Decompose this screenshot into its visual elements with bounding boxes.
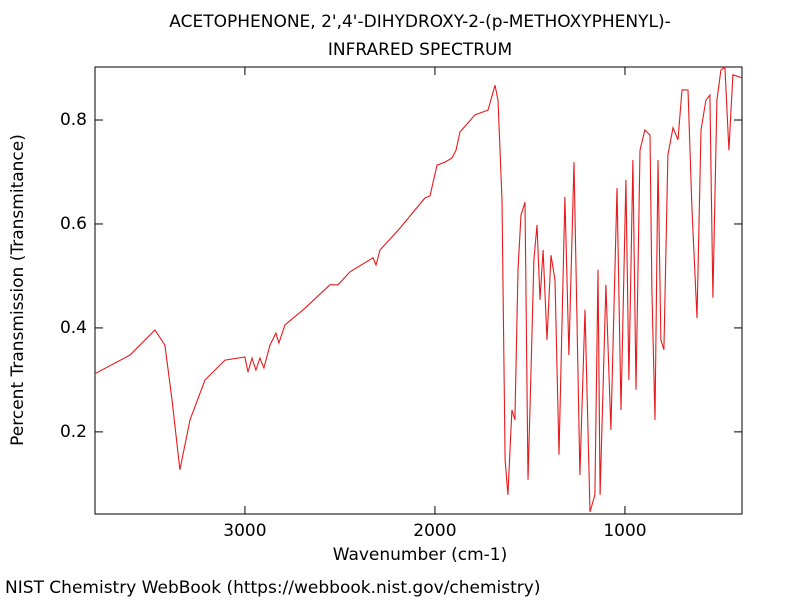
y-tick-label: 0.4	[60, 318, 87, 338]
y-tick-label: 0.8	[60, 110, 87, 130]
y-tick-label: 0.2	[60, 422, 87, 442]
plot-frame	[94, 66, 743, 515]
x-tick-label: 3000	[223, 521, 266, 541]
chart-title: ACETOPHENONE, 2',4'-DIHYDROXY-2-(p-METHO…	[169, 12, 671, 32]
x-tick-label: 1000	[603, 521, 646, 541]
chart-subtitle: INFRARED SPECTRUM	[328, 40, 512, 60]
x-axis-label: Wavenumber (cm-1)	[333, 545, 508, 565]
x-tick-label: 2000	[413, 521, 456, 541]
spectrum-line	[94, 65, 743, 513]
y-tick-label: 0.6	[60, 214, 87, 234]
y-axis-label: Percent Transmission (Transmitance)	[8, 134, 28, 446]
footer: NIST Chemistry WebBook (https://webbook.…	[5, 578, 540, 598]
